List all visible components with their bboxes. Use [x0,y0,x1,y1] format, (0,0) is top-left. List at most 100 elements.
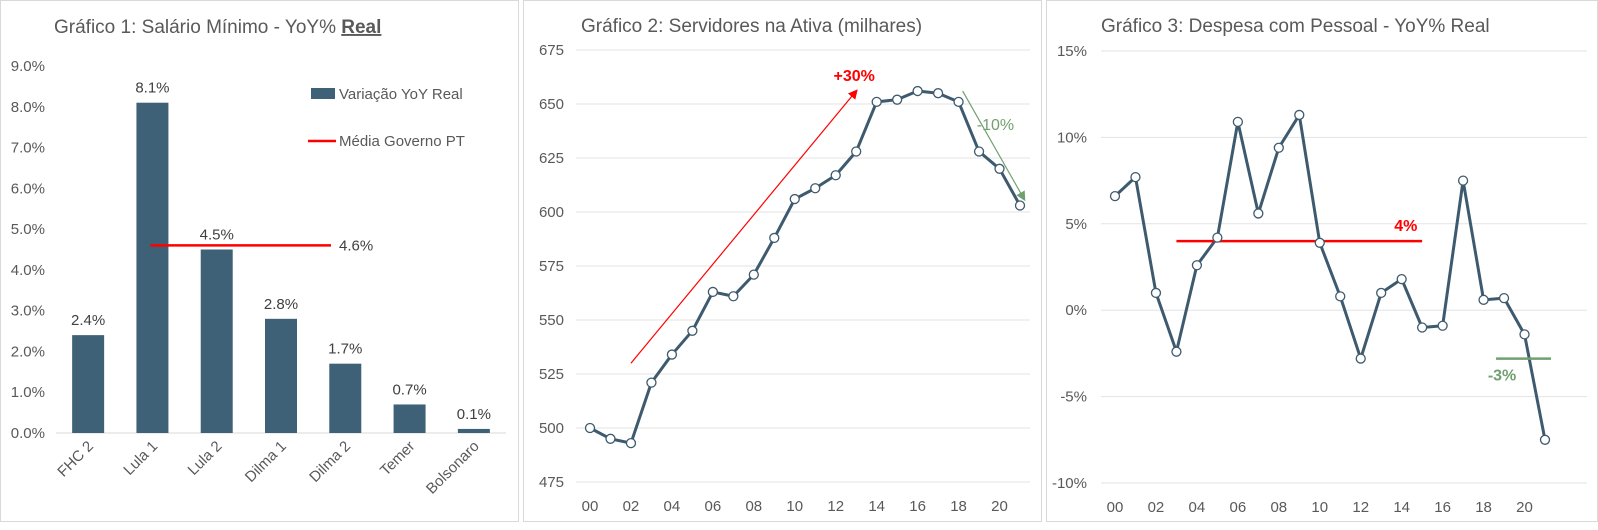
y-tick-label: 1.0% [11,384,45,401]
data-point [687,325,698,336]
x-tick-label: Dilma 1 [242,438,290,486]
data-point [748,269,759,280]
reference-line-label: -3% [1488,368,1516,385]
bar-data-label: 4.5% [200,227,234,244]
data-point [1437,320,1448,331]
data-point [1014,200,1026,211]
bar [457,428,490,433]
series-line [589,89,1022,445]
x-tick-label: 18 [1475,499,1492,516]
bar [393,404,426,433]
data-point [1212,232,1223,243]
data-point [1416,322,1428,333]
x-tick-label: 08 [745,498,762,515]
bar-chart-salario-minimo: Gráfico 1: Salário Mínimo - YoY% Real Va… [11,17,506,498]
chart-panel-1: Gráfico 1: Salário Mínimo - YoY% Real Va… [0,0,519,522]
data-point [891,94,903,105]
bar [329,363,362,433]
data-point [646,377,657,388]
chart-title-text: Gráfico 1: Salário Mínimo - YoY% [54,17,341,38]
bar-data-label: 0.7% [392,381,426,398]
y-tick-label: 10% [1057,129,1087,146]
x-tick-label: 18 [950,498,967,515]
chart-panel-2: Gráfico 2: Servidores na Ativa (milhares… [523,0,1042,522]
data-point [1253,208,1264,219]
x-tick-label: 12 [827,498,844,515]
y-tick-label: 15% [1057,43,1087,60]
data-point [1519,329,1530,340]
x-tick-label: 10 [786,498,803,515]
x-tick-label: Lula 1 [120,438,161,479]
chart-title: Gráfico 1: Salário Mínimo - YoY% Real [54,17,381,38]
y-tick-label: 0% [1065,302,1087,319]
trend-label-up: +30% [834,68,875,85]
x-tick-label: 04 [1189,499,1206,516]
y-tick-label: 6.0% [11,180,45,197]
trend-arrow-down [962,90,1026,202]
data-point [1171,346,1182,357]
bar [265,318,297,433]
chart-title: Gráfico 2: Servidores na Ativa (milhares… [581,16,922,37]
y-tick-label: 5% [1065,216,1087,233]
y-tick-label: 475 [539,474,564,491]
x-tick-label: 14 [868,498,885,515]
x-tick-label: FHC 2 [54,438,97,481]
x-tick-label: 00 [582,498,599,515]
x-tick-label: 02 [1148,499,1165,516]
data-point [789,193,800,205]
x-tick-label: 12 [1352,499,1369,516]
reference-line-label: 4.6% [339,237,373,254]
y-tick-label: 500 [539,420,564,437]
bar-data-label: 8.1% [135,80,169,97]
x-tick-label: 06 [1230,499,1247,516]
data-point [1191,260,1203,271]
x-tick-label: 16 [1434,499,1451,516]
data-point [1539,434,1551,445]
legend-label-line: Média Governo PT [339,133,465,150]
x-tick-label: 10 [1311,499,1328,516]
y-tick-label: 8.0% [11,99,45,116]
legend-label-bar: Variação YoY Real [339,86,463,103]
line-chart-despesa-pessoal: Gráfico 3: Despesa com Pessoal - YoY% Re… [1052,16,1587,516]
data-point [666,349,678,360]
data-point [1150,287,1162,299]
x-tick-label: 08 [1270,499,1287,516]
y-tick-label: 650 [539,96,564,113]
data-point [1130,171,1141,183]
data-point [994,163,1005,174]
y-tick-label: 9.0% [11,58,45,75]
chart-panel-3: Gráfico 3: Despesa com Pessoal - YoY% Re… [1046,0,1598,522]
data-point [973,146,985,157]
x-tick-label: 14 [1393,499,1410,516]
y-tick-label: 4.0% [11,262,45,279]
data-point [625,437,637,449]
y-tick-label: 525 [539,366,564,383]
x-tick-label: Bolsonaro [423,438,483,498]
data-point [1232,116,1244,127]
legend: Variação YoY Real Média Governo PT [308,86,465,150]
data-point [1498,292,1510,304]
legend-swatch-bar [311,88,335,99]
x-tick-label: 00 [1107,499,1124,516]
bar-data-label: 1.7% [328,341,362,358]
x-tick-label: 02 [623,498,640,515]
bar [72,335,105,433]
y-tick-label: 600 [539,204,564,221]
trend-arrow-up [630,89,858,364]
data-point [912,85,923,97]
y-tick-label: 2.0% [11,343,45,360]
data-point [932,88,944,99]
data-point [1376,287,1387,299]
data-point [1457,175,1469,186]
chart-title-emphasis: Real [341,17,381,38]
data-point [584,422,596,434]
y-tick-label: 0.0% [11,425,45,442]
data-point [830,170,841,181]
reference-line-label: 4% [1394,218,1417,235]
data-point [707,286,719,298]
x-tick-label: 20 [991,498,1008,515]
data-point [871,96,882,107]
data-point [1335,291,1346,302]
data-point [810,183,821,194]
y-tick-label: 550 [539,312,564,329]
